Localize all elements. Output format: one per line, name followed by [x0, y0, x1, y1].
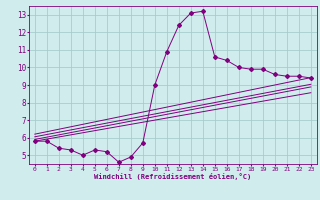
X-axis label: Windchill (Refroidissement éolien,°C): Windchill (Refroidissement éolien,°C)	[94, 173, 252, 180]
